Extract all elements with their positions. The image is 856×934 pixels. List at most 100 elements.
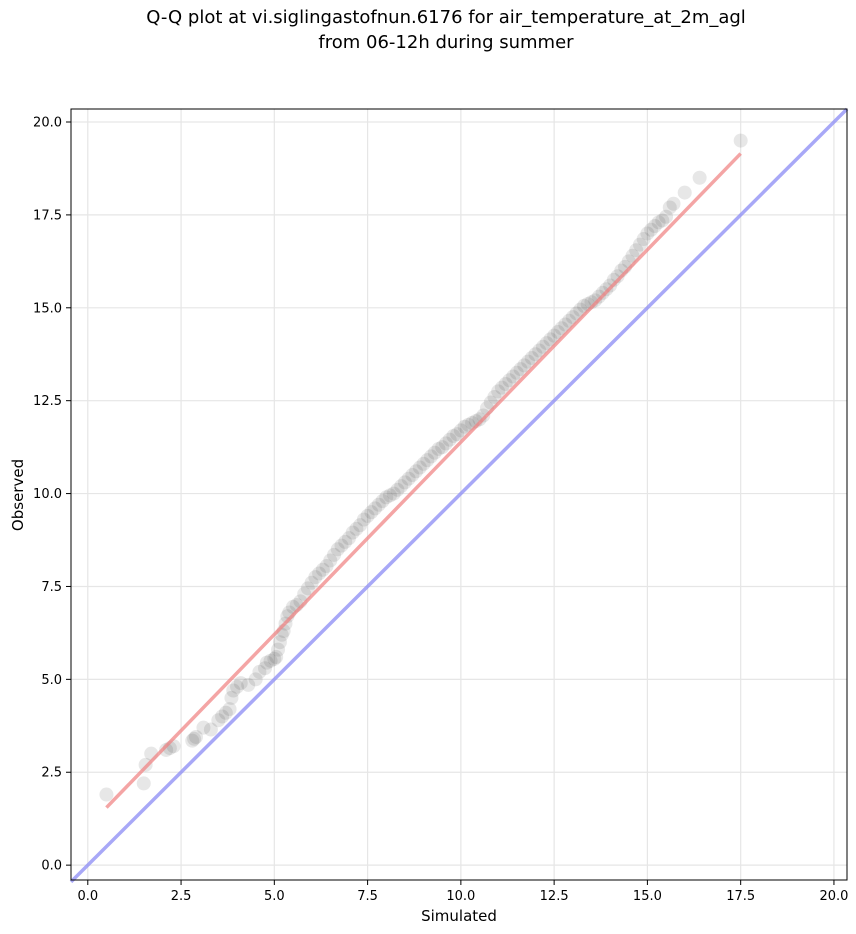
quantile-point bbox=[595, 285, 610, 300]
quantile-point bbox=[382, 488, 397, 503]
quantile-point bbox=[535, 339, 550, 354]
quantile-point bbox=[651, 215, 666, 230]
quantile-point bbox=[187, 731, 202, 746]
quantile-point bbox=[606, 272, 621, 287]
quantile-point bbox=[629, 243, 644, 258]
quantile-points bbox=[99, 133, 748, 802]
quantile-point bbox=[405, 467, 420, 482]
quantile-point bbox=[230, 679, 245, 694]
y-tick-label: 17.5 bbox=[33, 208, 62, 223]
quantile-point bbox=[591, 289, 606, 304]
x-tick-label: 12.5 bbox=[540, 889, 569, 904]
y-tick-label: 12.5 bbox=[33, 394, 62, 409]
quantile-point bbox=[521, 354, 536, 369]
quantile-point bbox=[666, 196, 681, 211]
quantile-point bbox=[349, 521, 364, 536]
fit-line bbox=[105, 152, 742, 809]
quantile-point bbox=[420, 453, 435, 468]
quantile-point bbox=[224, 690, 239, 705]
y-tick-label: 2.5 bbox=[41, 766, 62, 781]
y-tick-label: 7.5 bbox=[41, 580, 62, 595]
quantile-point bbox=[528, 347, 543, 362]
quantile-point bbox=[677, 185, 692, 200]
quantile-point bbox=[599, 282, 614, 297]
quantile-point bbox=[435, 440, 450, 455]
quantile-point bbox=[263, 653, 278, 668]
quantile-point bbox=[300, 581, 315, 596]
y-tick-label: 20.0 bbox=[33, 116, 62, 131]
quantile-point bbox=[517, 358, 532, 373]
quantile-point bbox=[308, 570, 323, 585]
quantile-point bbox=[506, 369, 521, 384]
quantile-point bbox=[547, 328, 562, 343]
quantile-point bbox=[450, 427, 465, 442]
quantile-point bbox=[472, 412, 487, 427]
quantile-point bbox=[431, 441, 446, 456]
quantile-point bbox=[558, 317, 573, 332]
quantile-point bbox=[539, 336, 554, 351]
x-tick-label: 10.0 bbox=[446, 889, 475, 904]
x-tick-label: 7.5 bbox=[357, 889, 378, 904]
quantile-point bbox=[241, 677, 256, 692]
quantile-point bbox=[636, 232, 651, 247]
quantile-point bbox=[267, 651, 282, 666]
quantile-point bbox=[226, 683, 241, 698]
quantile-point bbox=[364, 505, 379, 520]
identity-line bbox=[69, 107, 849, 884]
quantile-point bbox=[662, 200, 677, 215]
quantile-point bbox=[211, 713, 226, 728]
quantile-point bbox=[692, 170, 707, 185]
quantile-point bbox=[610, 269, 625, 284]
quantile-point bbox=[659, 209, 674, 224]
quantile-point bbox=[532, 343, 547, 358]
x-axis-label: Simulated bbox=[421, 907, 497, 925]
x-tick-label: 17.5 bbox=[726, 889, 755, 904]
quantile-point bbox=[99, 787, 114, 802]
quantile-point bbox=[498, 376, 513, 391]
quantile-point bbox=[136, 776, 151, 791]
quantile-point bbox=[188, 729, 203, 744]
x-tick-label: 2.5 bbox=[171, 889, 192, 904]
quantile-point bbox=[427, 445, 442, 460]
quantile-point bbox=[491, 384, 506, 399]
quantile-point bbox=[509, 365, 524, 380]
x-tick-label: 20.0 bbox=[819, 889, 848, 904]
quantile-point bbox=[632, 237, 647, 252]
chart-title-line-1: Q-Q plot at vi.siglingastofnun.6176 for … bbox=[146, 7, 746, 28]
quantile-point bbox=[487, 389, 502, 404]
quantile-point bbox=[476, 408, 491, 423]
y-tick-label: 15.0 bbox=[33, 301, 62, 316]
quantile-point bbox=[185, 733, 200, 748]
quantile-point bbox=[375, 494, 390, 509]
quantile-point bbox=[259, 655, 274, 670]
quantile-point bbox=[269, 650, 284, 665]
x-tick-label: 0.0 bbox=[77, 889, 98, 904]
quantile-point bbox=[524, 350, 539, 365]
quantile-point bbox=[334, 538, 349, 553]
quantile-point bbox=[401, 471, 416, 486]
quantile-point bbox=[272, 635, 287, 650]
quantile-point bbox=[390, 482, 405, 497]
quantile-point bbox=[258, 661, 272, 676]
quantile-point bbox=[416, 456, 431, 471]
quantile-point bbox=[543, 332, 558, 347]
quantile-point bbox=[222, 702, 237, 717]
quantile-point bbox=[330, 542, 345, 557]
quantile-point bbox=[233, 676, 248, 691]
quantile-point bbox=[203, 722, 218, 737]
y-tick-label: 0.0 bbox=[41, 859, 62, 874]
identity-line-group bbox=[69, 107, 849, 884]
quantile-point bbox=[397, 475, 412, 490]
quantile-point bbox=[409, 464, 424, 479]
quantile-point bbox=[644, 222, 659, 237]
quantile-point bbox=[640, 226, 655, 241]
quantile-point bbox=[353, 518, 368, 533]
quantile-point bbox=[338, 534, 353, 549]
quantile-point bbox=[494, 380, 509, 395]
quantile-point bbox=[297, 586, 312, 601]
quantile-point bbox=[304, 575, 319, 590]
quantile-point bbox=[733, 133, 748, 148]
y-axis-label: Observed bbox=[9, 459, 27, 531]
quantile-point bbox=[271, 642, 286, 657]
